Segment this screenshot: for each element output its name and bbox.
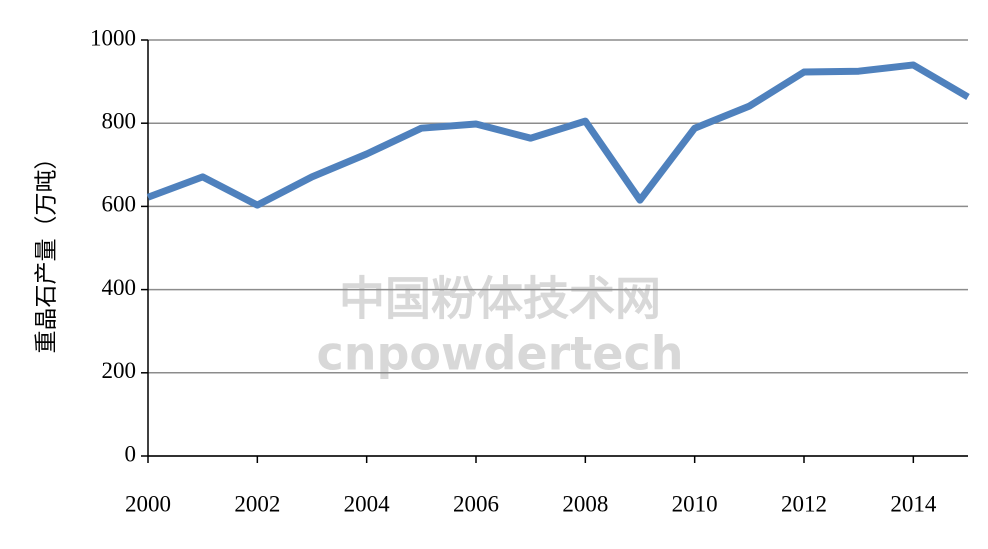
x-tick-label: 2010 xyxy=(672,491,718,516)
x-tick-label: 2004 xyxy=(344,491,391,516)
x-tick-label: 2012 xyxy=(781,491,827,516)
watermark: cnpowdertech xyxy=(316,327,683,381)
data-line xyxy=(146,61,970,209)
y-tick-label: 200 xyxy=(102,358,137,383)
x-tick-label: 2006 xyxy=(453,491,499,516)
y-tick-label: 0 xyxy=(125,441,137,466)
y-tick-label: 400 xyxy=(102,275,137,300)
y-tick-label: 1000 xyxy=(90,25,136,50)
x-tick-label: 2008 xyxy=(562,491,608,516)
watermark: 中国粉体技术网 xyxy=(339,272,661,326)
x-tick-label: 2014 xyxy=(890,491,937,516)
y-axis-label: 重晶石产量（万吨） xyxy=(33,147,58,354)
y-tick-label: 600 xyxy=(102,192,137,217)
x-tick-label: 2002 xyxy=(234,491,280,516)
x-tick-label: 2000 xyxy=(125,491,171,516)
y-tick-label: 800 xyxy=(102,108,137,133)
